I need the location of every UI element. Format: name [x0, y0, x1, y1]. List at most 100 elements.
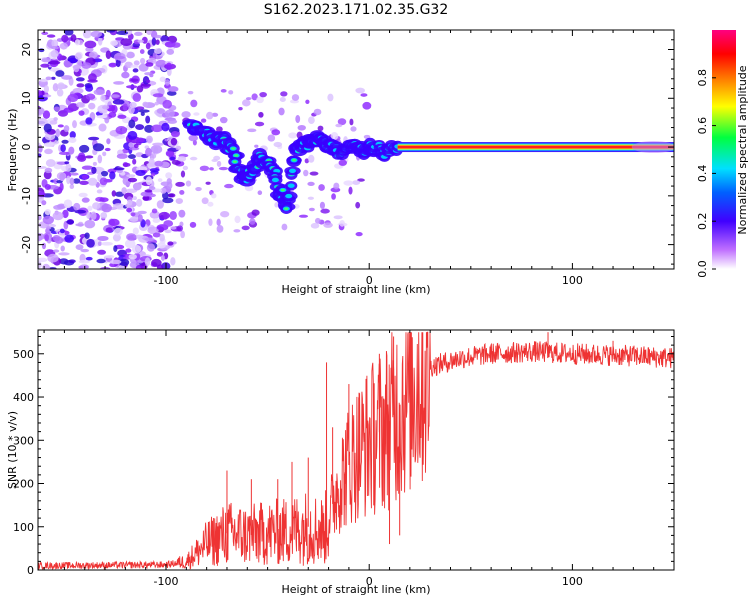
ridge-blob-core: [292, 158, 297, 162]
noise-speckle: [337, 118, 347, 126]
noise-speckle: [224, 183, 234, 189]
noise-speckle: [220, 210, 230, 218]
noise-speckle: [148, 157, 155, 167]
noise-speckle: [45, 159, 56, 168]
noise-speckle: [52, 234, 61, 242]
noise-speckle: [82, 30, 92, 39]
ridge-blob-core: [232, 160, 237, 163]
noise-speckle: [100, 212, 108, 219]
noise-speckle: [256, 96, 264, 104]
noise-speckle: [247, 128, 257, 133]
noise-speckle: [132, 93, 142, 102]
noise-speckle: [42, 263, 51, 269]
noise-speckle: [84, 40, 97, 49]
noise-speckle: [155, 59, 167, 68]
noise-speckle: [357, 178, 365, 182]
noise-speckle: [81, 62, 92, 69]
noise-speckle: [68, 259, 76, 264]
noise-speckle: [124, 239, 136, 249]
ridge-blob-core: [284, 207, 289, 210]
noise-speckle: [267, 134, 276, 142]
x-tick-label: -100: [154, 575, 179, 588]
noise-speckle: [128, 119, 136, 129]
noise-speckle: [87, 205, 93, 211]
noise-speckle: [112, 233, 121, 242]
y-tick-label: -20: [20, 236, 33, 254]
noise-speckle: [145, 42, 151, 50]
y-tick-label: 100: [13, 521, 34, 534]
noise-speckle: [241, 225, 250, 231]
noise-speckle: [219, 116, 228, 124]
noise-speckle: [72, 178, 81, 184]
noise-speckle: [305, 99, 310, 104]
noise-speckle: [295, 115, 301, 123]
noise-speckle: [323, 222, 333, 228]
ridge-blob-core: [288, 168, 296, 174]
noise-speckle: [137, 210, 147, 215]
noise-speckle: [176, 225, 183, 232]
noise-speckle: [330, 132, 339, 141]
colorbar: 0.0 0.2 0.4 0.6 0.8 Normalized spectral ampl…: [696, 30, 749, 278]
noise-speckle: [79, 66, 89, 76]
noise-speckle: [216, 160, 222, 167]
noise-speckle: [151, 124, 163, 133]
noise-speckle: [44, 167, 53, 174]
noise-speckle: [164, 229, 172, 234]
noise-speckle: [62, 209, 69, 219]
noise-speckle: [97, 154, 103, 164]
noise-speckle: [169, 156, 176, 161]
noise-speckle: [44, 234, 49, 242]
noise-speckle: [63, 60, 72, 68]
noise-speckle: [254, 144, 259, 148]
noise-speckle: [233, 229, 241, 233]
x-tick-label: 100: [562, 575, 583, 588]
snr-panel: -100 0 100 0 100 200 300 400 500 Height of stra…: [6, 329, 675, 596]
noise-speckle: [90, 30, 103, 38]
colorbar-tick-label: 0.4: [696, 165, 709, 183]
noise-speckle: [100, 170, 109, 177]
noise-speckle: [127, 130, 138, 140]
noise-speckle: [291, 94, 300, 101]
noise-speckle: [152, 218, 161, 223]
noise-speckle: [307, 181, 315, 187]
noise-speckle: [207, 201, 214, 207]
noise-speckle: [288, 132, 298, 139]
noise-speckle: [170, 257, 176, 266]
noise-speckle: [126, 207, 133, 213]
noise-speckle: [85, 84, 94, 92]
noise-speckle: [140, 191, 152, 197]
noise-speckle: [99, 197, 109, 203]
noise-speckle: [156, 107, 165, 114]
noise-speckle: [59, 172, 65, 182]
noise-speckle: [327, 93, 334, 102]
noise-speckle: [144, 257, 151, 267]
noise-speckle: [43, 123, 52, 133]
noise-speckle: [132, 68, 139, 73]
noise-speckle: [74, 209, 87, 214]
noise-speckle: [180, 170, 186, 178]
noise-speckle: [135, 106, 145, 111]
noise-speckle: [93, 89, 106, 96]
noise-speckle: [171, 159, 181, 165]
noise-speckle: [355, 201, 361, 209]
noise-speckle: [40, 63, 50, 68]
noise-speckle: [63, 199, 73, 209]
noise-speckle: [118, 258, 130, 267]
ridge-band-red: [397, 145, 674, 149]
colorbar-tick-label: 0.2: [696, 212, 709, 230]
colorbar-gradient: [712, 30, 736, 269]
noise-speckle: [161, 122, 170, 132]
noise-speckle: [153, 34, 162, 39]
noise-speckle: [85, 117, 93, 125]
noise-speckle: [60, 245, 65, 252]
noise-speckle: [166, 178, 172, 185]
noise-speckle: [318, 184, 325, 191]
snr-series-line: [38, 331, 674, 570]
noise-speckle: [75, 223, 85, 227]
noise-speckle: [64, 234, 74, 243]
noise-speckle: [188, 134, 198, 142]
noise-speckle: [39, 78, 49, 82]
noise-speckle: [42, 94, 52, 98]
noise-speckle: [85, 93, 96, 100]
